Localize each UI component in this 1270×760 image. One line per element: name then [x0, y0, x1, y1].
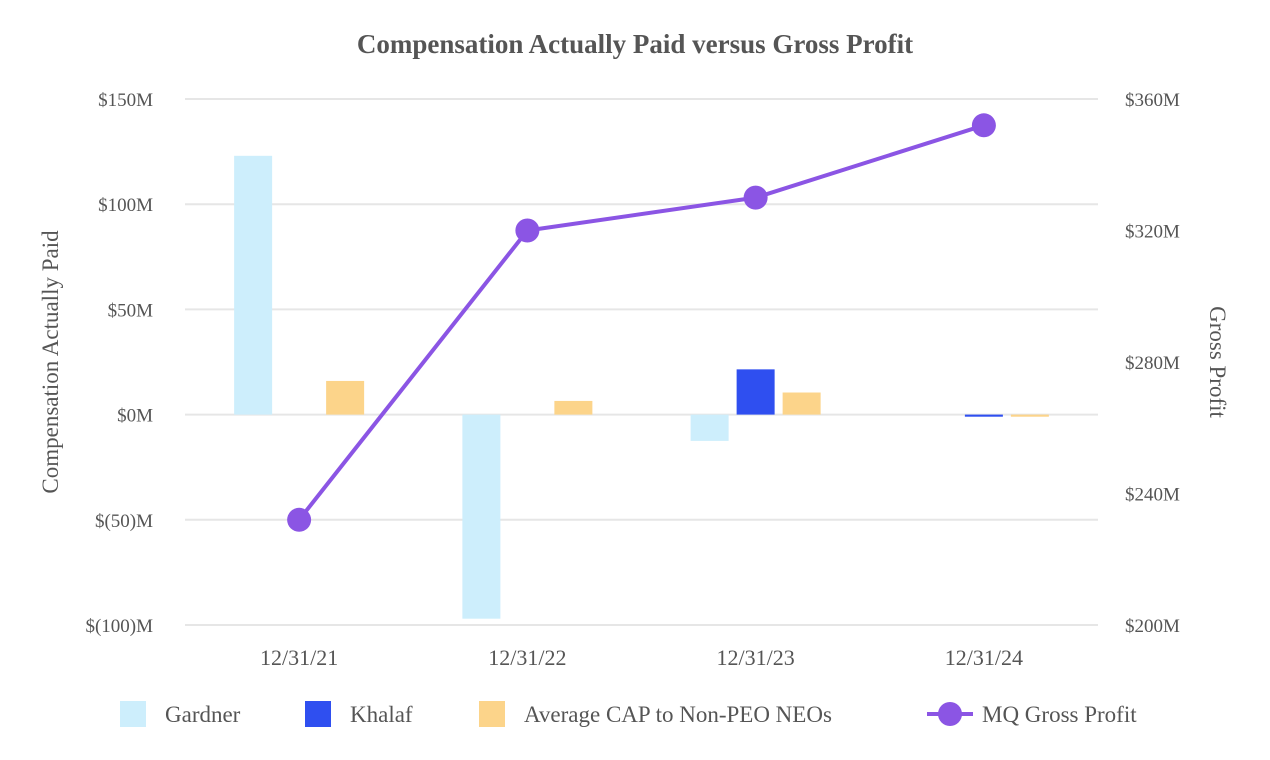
legend-swatch: [479, 701, 505, 727]
left-tick-label: $0M: [117, 406, 153, 427]
right-tick-label: $240M: [1125, 485, 1180, 506]
legend-swatch: [305, 701, 331, 727]
x-tick-label: 12/31/24: [945, 645, 1023, 670]
right-axis-title: Gross Profit: [1205, 306, 1230, 418]
bar-gardner-0: [234, 155, 273, 415]
bar-gardner-2: [690, 414, 729, 441]
left-tick-label: $150M: [98, 90, 153, 111]
legend-label: Gardner: [165, 702, 241, 727]
x-tick-label: 12/31/21: [260, 645, 338, 670]
right-tick-label: $360M: [1125, 90, 1180, 111]
right-axis-ticks: $360M $320M $280M $240M $200M: [1125, 90, 1180, 637]
bar-gardner-1: [462, 414, 501, 619]
gridlines: [185, 98, 1098, 626]
left-tick-label: $100M: [98, 195, 153, 216]
legend-label: Khalaf: [350, 702, 413, 727]
line-path: [297, 123, 985, 522]
line-point-0: [287, 507, 312, 532]
left-axis-title: Compensation Actually Paid: [38, 230, 63, 494]
legend-label: MQ Gross Profit: [982, 702, 1137, 727]
x-axis-ticks: 12/31/21 12/31/22 12/31/23 12/31/24: [260, 645, 1023, 670]
bar-average-cap-to-non-peo-neos-1: [554, 400, 593, 415]
bar-average-cap-to-non-peo-neos-3: [1010, 414, 1049, 417]
chart-title: Compensation Actually Paid versus Gross …: [357, 29, 913, 59]
legend-swatch: [120, 701, 146, 727]
left-tick-label: $(100)M: [85, 616, 153, 637]
bar-khalaf-3: [964, 414, 1003, 417]
right-tick-label: $200M: [1125, 616, 1180, 637]
legend: Gardner Khalaf Average CAP to Non-PEO NEOs…: [120, 701, 1137, 727]
line-point-1: [515, 218, 540, 243]
right-tick-label: $280M: [1125, 353, 1180, 374]
line-point-3: [971, 113, 996, 138]
bar-khalaf-2: [736, 369, 775, 415]
bars: [234, 155, 1049, 619]
bar-average-cap-to-non-peo-neos-0: [326, 380, 365, 415]
right-tick-label: $320M: [1125, 222, 1180, 243]
left-tick-label: $(50)M: [95, 511, 153, 532]
bar-average-cap-to-non-peo-neos-2: [782, 392, 821, 415]
x-tick-label: 12/31/22: [488, 645, 566, 670]
x-tick-label: 12/31/23: [717, 645, 795, 670]
line-point-2: [743, 185, 768, 210]
legend-marker: [938, 702, 962, 726]
legend-label: Average CAP to Non-PEO NEOs: [524, 702, 832, 727]
gross-profit-line: [287, 113, 996, 532]
left-axis-ticks: $150M $100M $50M $0M $(50)M $(100)M: [85, 90, 153, 637]
left-tick-label: $50M: [108, 300, 154, 321]
